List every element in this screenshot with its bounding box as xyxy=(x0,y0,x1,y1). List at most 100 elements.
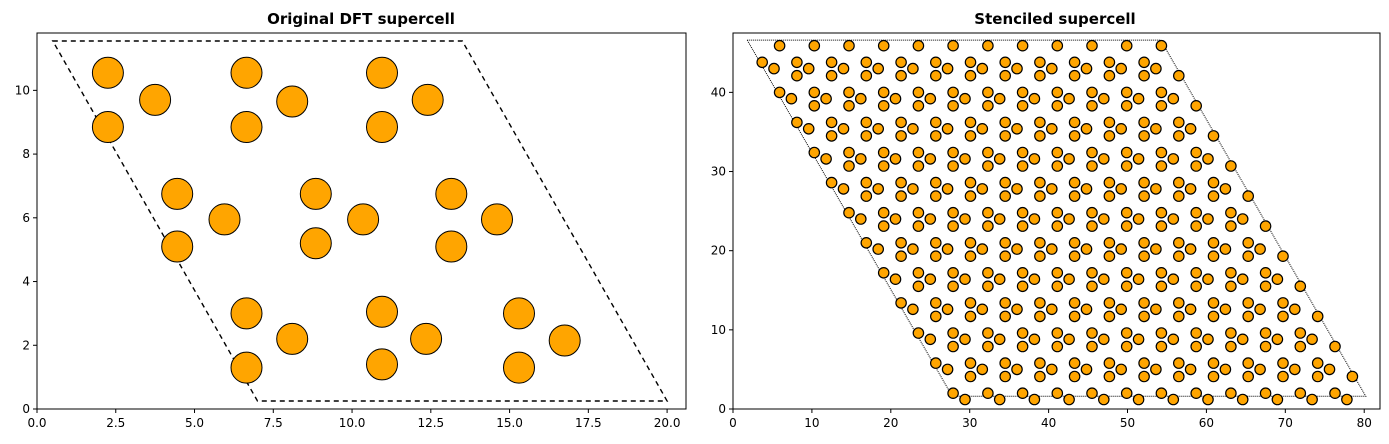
atom-marker xyxy=(1173,250,1185,263)
atom-marker xyxy=(1063,333,1075,346)
atom-marker xyxy=(1068,357,1081,369)
x-tick-label: 80 xyxy=(1357,416,1372,430)
atom-marker xyxy=(1046,363,1058,376)
atom-marker xyxy=(1063,273,1075,285)
atom-marker xyxy=(1190,340,1202,353)
atom-marker xyxy=(976,243,989,255)
atom-marker xyxy=(1098,213,1110,225)
atom-marker xyxy=(808,100,821,112)
atom-marker xyxy=(1346,370,1359,383)
atom-markers xyxy=(756,39,1359,406)
atom-marker xyxy=(889,273,902,285)
atom-marker xyxy=(941,363,954,376)
atom-marker xyxy=(299,177,332,210)
atom-marker xyxy=(912,100,925,112)
atom-marker xyxy=(1080,183,1093,195)
atom-marker xyxy=(964,116,977,129)
atom-marker xyxy=(924,273,937,285)
atom-marker xyxy=(1167,393,1180,406)
atom-marker xyxy=(1294,340,1307,353)
atom-marker xyxy=(1225,327,1237,339)
atom-marker xyxy=(1202,393,1214,406)
atom-marker xyxy=(1294,387,1307,399)
stenciled-supercell-panel: Stenciled supercell 0 10 20 30 40 50 60 70 80 0 1… xyxy=(711,10,1381,430)
atom-marker xyxy=(947,160,959,172)
atom-marker xyxy=(843,39,855,52)
cell-outline xyxy=(51,40,669,402)
atom-marker xyxy=(907,303,919,316)
atom-marker xyxy=(1016,280,1029,293)
atom-marker xyxy=(1242,237,1254,249)
atom-marker xyxy=(1155,160,1168,172)
atom-marker xyxy=(1173,370,1185,383)
atom-marker xyxy=(1028,333,1041,346)
atom-marker xyxy=(1225,160,1237,172)
atom-marker xyxy=(1080,62,1093,75)
atom-marker xyxy=(1086,39,1098,52)
atom-marker xyxy=(999,69,1011,82)
atom-marker xyxy=(1098,393,1110,406)
atom-marker xyxy=(1046,62,1058,75)
atom-marker xyxy=(1167,213,1180,225)
atom-marker xyxy=(959,333,971,346)
x-tick-label: 7.5 xyxy=(264,416,283,430)
atom-marker xyxy=(860,237,873,249)
atom-marker xyxy=(1115,183,1127,195)
atom-marker xyxy=(1011,183,1023,195)
atom-marker xyxy=(982,146,994,159)
atom-marker xyxy=(1103,69,1116,82)
atom-marker xyxy=(895,56,907,69)
atom-marker xyxy=(964,357,977,369)
atom-marker xyxy=(999,370,1011,383)
atom-marker xyxy=(1011,243,1023,255)
atom-marker xyxy=(929,116,942,129)
atom-marker xyxy=(982,387,994,399)
atom-marker xyxy=(1051,160,1064,172)
atom-marker xyxy=(964,176,977,189)
atom-marker xyxy=(1173,116,1185,129)
atom-marker xyxy=(1068,130,1081,142)
atom-marker xyxy=(1034,237,1046,249)
atom-marker xyxy=(825,116,838,129)
atom-marker xyxy=(929,357,942,369)
atom-marker xyxy=(768,62,780,75)
atom-marker xyxy=(1173,237,1185,249)
atom-marker xyxy=(791,116,803,129)
atom-marker xyxy=(1034,310,1046,323)
atom-marker xyxy=(1132,273,1145,285)
atom-markers xyxy=(91,56,581,384)
atom-marker xyxy=(860,190,873,202)
atom-marker xyxy=(999,310,1011,323)
atom-marker xyxy=(1086,206,1098,219)
atom-marker xyxy=(1028,153,1041,165)
atom-marker xyxy=(1259,387,1272,399)
atom-marker xyxy=(877,100,890,112)
atom-marker xyxy=(1068,250,1081,263)
atom-marker xyxy=(802,62,815,75)
atom-marker xyxy=(366,111,398,143)
atom-marker xyxy=(1289,363,1301,376)
atom-marker xyxy=(929,297,942,309)
atom-marker xyxy=(1086,220,1098,232)
atom-marker xyxy=(1202,213,1214,225)
x-tick-label: 15.0 xyxy=(496,416,523,430)
atom-marker xyxy=(1016,206,1029,219)
atom-marker xyxy=(924,153,937,165)
atom-marker xyxy=(1103,190,1116,202)
atom-marker xyxy=(837,123,850,135)
atom-marker xyxy=(230,56,263,89)
y-tick-label: 6 xyxy=(22,211,30,225)
axes-frame xyxy=(36,32,687,410)
atom-marker xyxy=(999,130,1011,142)
atom-marker xyxy=(1063,153,1075,165)
y-axis-ticks: 0 10 20 30 40 xyxy=(711,85,733,416)
atom-marker xyxy=(877,160,890,172)
atom-marker xyxy=(912,160,925,172)
atom-marker xyxy=(1225,340,1237,353)
atom-marker xyxy=(1132,92,1145,105)
atom-marker xyxy=(1028,273,1041,285)
atom-marker xyxy=(907,123,919,135)
atom-marker xyxy=(1138,370,1150,383)
atom-marker xyxy=(1207,370,1220,383)
x-tick-label: 12.5 xyxy=(417,416,444,430)
